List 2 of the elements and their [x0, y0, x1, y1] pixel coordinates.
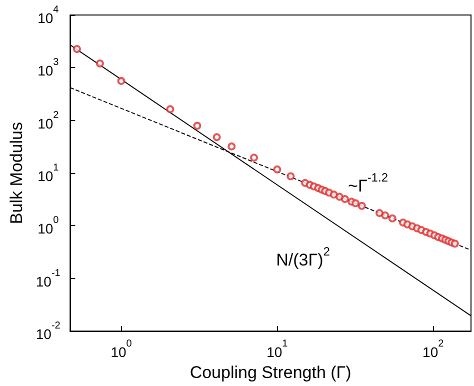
x-axis-title: Coupling Strength (Γ): [190, 363, 352, 382]
y-axis-title: Bulk Modulus: [7, 122, 26, 224]
